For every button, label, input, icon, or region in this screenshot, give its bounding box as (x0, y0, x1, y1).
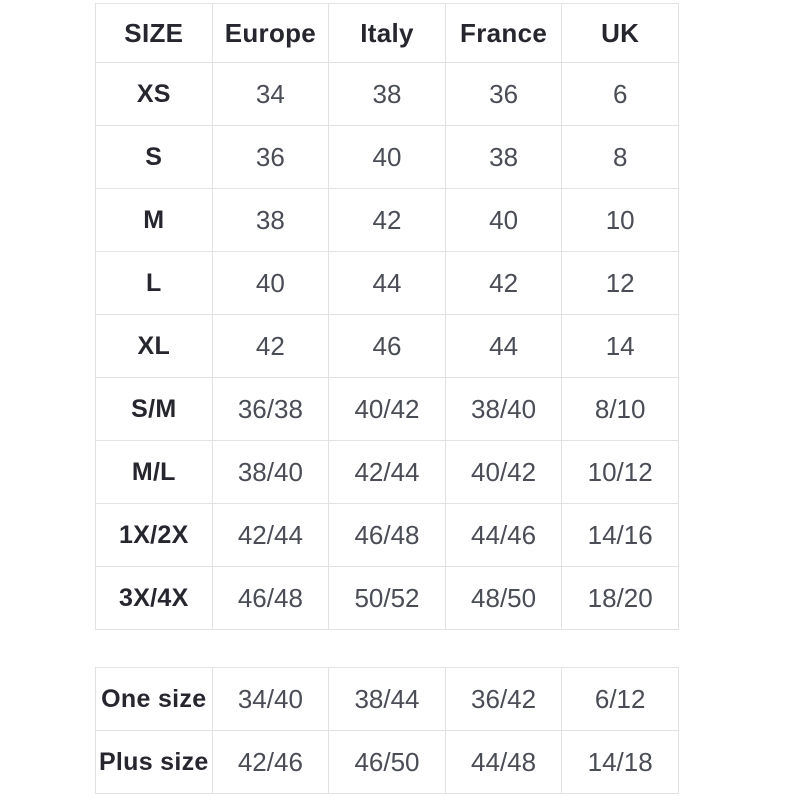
size-cell: XS (95, 62, 213, 126)
table-row-s-m: S/M 36/38 40/42 38/40 8/10 (95, 377, 679, 441)
value-cell: 50/52 (328, 566, 446, 630)
value-cell: 6/12 (561, 667, 679, 731)
table-row-m-l: M/L 38/40 42/44 40/42 10/12 (95, 440, 679, 504)
value-cell: 46/50 (328, 730, 446, 794)
table-row-xs: XS 34 38 36 6 (95, 62, 679, 126)
table-row-1x-2x: 1X/2X 42/44 46/48 44/46 14/16 (95, 503, 679, 567)
value-cell: 8/10 (561, 377, 679, 441)
value-cell: 38/40 (211, 440, 330, 504)
value-cell: 10 (561, 188, 679, 252)
extended-size-table: One size 34/40 38/44 36/42 6/12 Plus siz… (95, 667, 679, 794)
value-cell: 42/44 (328, 440, 446, 504)
value-cell: 40 (328, 125, 446, 189)
table-row-one-size: One size 34/40 38/44 36/42 6/12 (95, 667, 679, 731)
value-cell: 40 (444, 188, 563, 252)
header-cell-europe: Europe (211, 3, 330, 63)
value-cell: 40 (211, 251, 330, 315)
value-cell: 12 (561, 251, 679, 315)
value-cell: 8 (561, 125, 679, 189)
value-cell: 42/44 (211, 503, 330, 567)
header-cell-size: SIZE (95, 3, 213, 63)
value-cell: 38/40 (444, 377, 563, 441)
size-cell: M (95, 188, 213, 252)
size-cell: XL (95, 314, 213, 378)
value-cell: 14/18 (561, 730, 679, 794)
value-cell: 46 (328, 314, 446, 378)
value-cell: 36 (211, 125, 330, 189)
value-cell: 46/48 (328, 503, 446, 567)
size-cell: One size (95, 667, 213, 731)
value-cell: 40/42 (328, 377, 446, 441)
value-cell: 36/38 (211, 377, 330, 441)
value-cell: 42 (211, 314, 330, 378)
size-cell: S (95, 125, 213, 189)
header-cell-italy: Italy (328, 3, 446, 63)
header-cell-france: France (444, 3, 563, 63)
value-cell: 14 (561, 314, 679, 378)
table-row-s: S 36 40 38 8 (95, 125, 679, 189)
value-cell: 44/48 (444, 730, 563, 794)
value-cell: 40/42 (444, 440, 563, 504)
value-cell: 10/12 (561, 440, 679, 504)
value-cell: 44/46 (444, 503, 563, 567)
size-cell: L (95, 251, 213, 315)
value-cell: 6 (561, 62, 679, 126)
table-row-xl: XL 42 46 44 14 (95, 314, 679, 378)
value-cell: 42 (444, 251, 563, 315)
value-cell: 38 (211, 188, 330, 252)
size-cell: S/M (95, 377, 213, 441)
table-row-l: L 40 44 42 12 (95, 251, 679, 315)
value-cell: 44 (328, 251, 446, 315)
value-cell: 44 (444, 314, 563, 378)
value-cell: 14/16 (561, 503, 679, 567)
value-cell: 36 (444, 62, 563, 126)
size-cell: 1X/2X (95, 503, 213, 567)
value-cell: 42/46 (211, 730, 330, 794)
size-cell: Plus size (95, 730, 213, 794)
value-cell: 34 (211, 62, 330, 126)
value-cell: 42 (328, 188, 446, 252)
size-cell: M/L (95, 440, 213, 504)
header-cell-uk: UK (561, 3, 679, 63)
value-cell: 38/44 (328, 667, 446, 731)
value-cell: 18/20 (561, 566, 679, 630)
value-cell: 48/50 (444, 566, 563, 630)
size-cell: 3X/4X (95, 566, 213, 630)
value-cell: 46/48 (211, 566, 330, 630)
table-row-m: M 38 42 40 10 (95, 188, 679, 252)
value-cell: 36/42 (444, 667, 563, 731)
table-row-3x-4x: 3X/4X 46/48 50/52 48/50 18/20 (95, 566, 679, 630)
table-row-plus-size: Plus size 42/46 46/50 44/48 14/18 (95, 730, 679, 794)
value-cell: 38 (444, 125, 563, 189)
header-row: SIZE Europe Italy France UK (95, 3, 679, 63)
value-cell: 38 (328, 62, 446, 126)
value-cell: 34/40 (211, 667, 330, 731)
size-conversion-table: SIZE Europe Italy France UK XS 34 38 36 … (95, 3, 679, 630)
